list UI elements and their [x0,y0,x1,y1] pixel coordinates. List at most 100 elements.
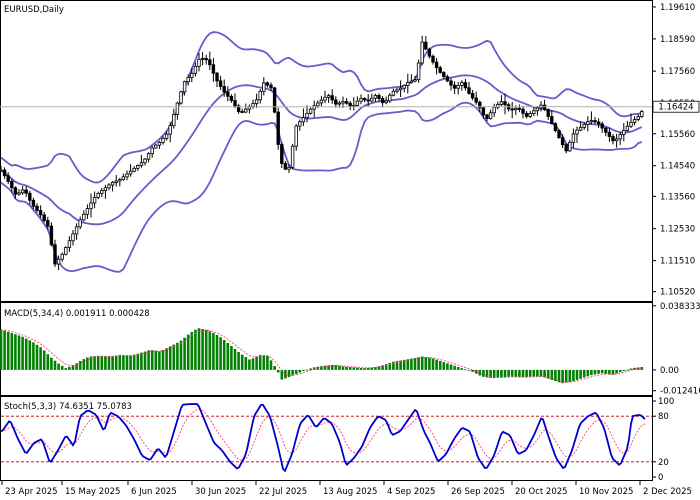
macd-bar [230,345,233,370]
stoch-panel[interactable] [0,396,653,481]
candle-body [359,98,363,102]
macd-bar [428,357,431,370]
macd-bar [312,367,316,370]
macd-bar [370,367,374,370]
candle-body [283,163,288,170]
candle-body [240,111,244,113]
macd-bar [399,360,402,370]
macd-bar [352,367,356,370]
macd-bar [114,355,118,370]
macd-bar [269,360,273,370]
macd-bar [42,350,46,370]
candle-body [553,123,558,131]
bollinger-bands [0,31,643,273]
macd-bar [449,364,453,370]
candle-body [46,220,50,227]
macd-bar [75,363,78,370]
candle-body [168,125,172,135]
candle-body [0,169,3,172]
macd-bar [356,367,359,370]
macd-bar [546,369,550,379]
candle-body [485,114,489,119]
candle-body [85,208,90,215]
candle-body [128,170,133,175]
macd-bar [366,367,370,370]
candle-body [215,72,219,82]
macd-bar [302,369,305,371]
macd-bar [168,346,172,370]
macd-bar [485,369,489,378]
candle-body [200,57,205,60]
time-tick-label: 10 Nov 2025 [579,487,633,497]
time-tick-label: 15 May 2025 [65,487,120,497]
macd-bar [28,340,32,370]
candle-body [560,137,565,146]
macd-bar [68,366,71,370]
bollinger-upper [0,31,643,184]
candle-body [276,111,280,145]
macd-bar [330,365,334,370]
candle-body [67,240,72,248]
candle-body [164,133,169,139]
candle-body [438,67,442,73]
macd-bar [93,356,96,370]
time-tick-label: 13 Aug 2025 [323,487,377,497]
time-tick-label: 4 Sep 2025 [387,487,435,497]
candle-body [179,91,183,104]
price-axis: 1.196101.185901.175601.165501.155601.145… [652,3,695,298]
macd-bar [478,369,482,376]
candle-body [532,110,536,114]
candle-body [445,76,450,82]
macd-panel[interactable] [0,302,653,396]
candle-body [56,258,61,265]
candle-body [38,210,43,216]
macd-bar [89,356,93,370]
macd-axis: 0.038333 0.00 -0.012416 [652,302,700,397]
macd-bar [593,369,597,375]
candle-body [280,144,284,164]
macd-bar [406,359,410,370]
candle-body [593,120,597,123]
macd-histogram [0,328,644,384]
candle-body [182,81,187,93]
macd-bar [554,369,557,382]
candle-body [395,89,399,92]
candle-body [571,133,576,143]
macd-bar [266,355,269,370]
price-tick-label: 1.13560 [660,192,695,202]
candle-body [92,196,97,204]
macd-bar [219,337,222,370]
candle-body [467,87,471,94]
macd-bar [96,355,100,370]
price-tick-label: 1.15560 [660,130,695,140]
candle-body [175,102,180,115]
macd-bar [0,329,3,370]
macd-bar [280,369,284,380]
macd-bar [176,342,179,370]
macd-bar [17,335,21,370]
macd-bar [363,368,366,370]
candle-body [542,104,547,110]
candle-body [377,95,381,99]
candle-body [352,104,356,107]
macd-bar [618,369,622,373]
candle-body [337,102,342,105]
macd-bar [111,356,114,370]
time-tick-label: 2 Dec 2025 [643,487,692,497]
macd-bar [626,369,629,371]
candle-body [517,107,522,110]
macd-bar [446,363,449,370]
macd-bar [262,355,266,370]
candle-body [384,100,388,104]
macd-bar [125,355,129,370]
candle-body [226,91,230,97]
macd-bar [586,369,590,377]
candle-body [568,141,572,152]
macd-bar [284,369,287,379]
candle-body [582,124,586,128]
macd-bar [150,350,154,370]
candle-body [64,247,68,255]
candle-body [290,145,295,168]
price-panel[interactable] [0,0,653,302]
